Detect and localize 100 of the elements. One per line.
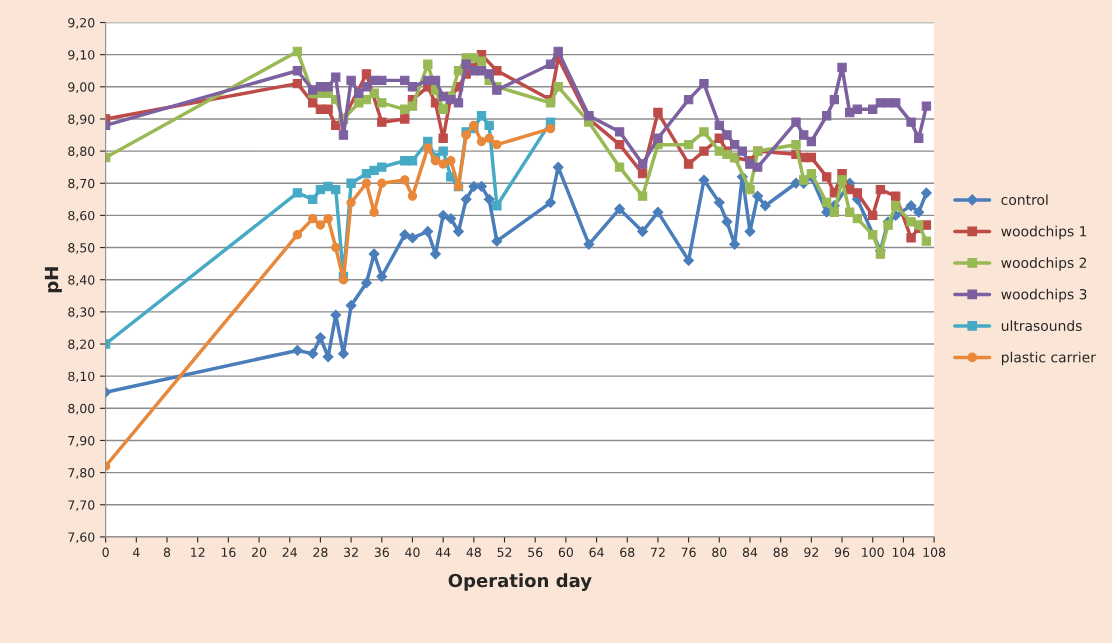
point bbox=[423, 59, 433, 69]
point bbox=[653, 107, 663, 118]
point bbox=[822, 111, 832, 121]
point bbox=[492, 201, 502, 211]
point bbox=[868, 104, 878, 114]
point bbox=[399, 229, 411, 241]
point bbox=[361, 277, 372, 289]
point bbox=[377, 75, 387, 86]
point bbox=[438, 133, 448, 143]
point bbox=[868, 210, 878, 221]
y-tick-label: 9,00 bbox=[68, 82, 95, 94]
point bbox=[307, 348, 319, 360]
point bbox=[637, 168, 648, 179]
point bbox=[891, 98, 901, 108]
y-tick-label: 7,80 bbox=[68, 468, 95, 479]
y-tick-label: 7,70 bbox=[68, 500, 95, 511]
x-tick-label: 72 bbox=[651, 547, 665, 557]
point bbox=[699, 78, 709, 89]
point bbox=[699, 127, 709, 137]
point bbox=[791, 117, 801, 127]
point bbox=[445, 213, 457, 225]
x-tick-label: 60 bbox=[558, 547, 574, 557]
point bbox=[407, 156, 418, 166]
point bbox=[377, 98, 387, 108]
point bbox=[729, 139, 740, 150]
y-tick-label: 8,40 bbox=[68, 275, 95, 286]
point bbox=[308, 213, 318, 224]
y-tick-label: 8,90 bbox=[68, 114, 95, 126]
point bbox=[369, 165, 379, 176]
point bbox=[891, 191, 901, 201]
point bbox=[714, 146, 724, 156]
x-tick-label: 28 bbox=[313, 547, 328, 557]
point bbox=[346, 75, 356, 86]
x-tick-label: 52 bbox=[497, 547, 512, 557]
point bbox=[323, 104, 333, 114]
x-tick-label: 92 bbox=[804, 547, 819, 557]
x-tick-label: 56 bbox=[528, 547, 543, 557]
x-tick-label: 8 bbox=[163, 547, 171, 557]
point bbox=[361, 69, 372, 79]
y-tick-label: 7,60 bbox=[68, 532, 95, 544]
point bbox=[292, 46, 303, 57]
point bbox=[583, 238, 595, 250]
point bbox=[921, 220, 932, 230]
point bbox=[752, 162, 763, 172]
point bbox=[323, 181, 333, 192]
point bbox=[438, 159, 448, 169]
point bbox=[292, 78, 303, 89]
point bbox=[722, 130, 732, 140]
point bbox=[545, 59, 556, 69]
point bbox=[553, 46, 563, 57]
point bbox=[829, 207, 840, 217]
x-tick-label: 0 bbox=[102, 547, 109, 557]
point bbox=[476, 181, 487, 192]
point bbox=[652, 206, 664, 218]
point bbox=[314, 332, 326, 344]
point bbox=[883, 98, 893, 108]
point bbox=[430, 75, 441, 86]
point bbox=[913, 206, 925, 218]
point bbox=[653, 133, 663, 143]
y-tick-label: 8,20 bbox=[68, 339, 95, 351]
point bbox=[377, 162, 387, 172]
point bbox=[852, 104, 863, 114]
point bbox=[369, 88, 379, 98]
x-tick-label: 24 bbox=[282, 547, 297, 557]
point bbox=[798, 130, 809, 140]
point bbox=[806, 152, 817, 163]
point bbox=[614, 127, 625, 137]
point bbox=[806, 136, 817, 147]
legend-label: control bbox=[1001, 194, 1048, 205]
point bbox=[553, 82, 563, 92]
point bbox=[545, 197, 556, 208]
point bbox=[637, 226, 649, 237]
x-tick-label: 76 bbox=[681, 547, 696, 557]
point bbox=[453, 98, 464, 108]
point bbox=[345, 299, 357, 311]
point bbox=[791, 139, 801, 150]
x-tick-label: 12 bbox=[191, 547, 205, 557]
y-tick-label: 8,80 bbox=[68, 146, 95, 158]
point bbox=[331, 185, 341, 195]
point bbox=[721, 216, 733, 228]
point bbox=[722, 149, 732, 160]
x-tick-label: 20 bbox=[252, 547, 267, 557]
point bbox=[469, 53, 479, 63]
point bbox=[822, 172, 832, 182]
point bbox=[476, 136, 487, 147]
point bbox=[315, 220, 326, 230]
x-tick-label: 64 bbox=[589, 547, 604, 557]
point bbox=[407, 82, 418, 92]
legend-label: woodchips 3 bbox=[1001, 288, 1087, 303]
point bbox=[545, 123, 556, 134]
point bbox=[483, 193, 495, 205]
point bbox=[883, 220, 893, 230]
point bbox=[460, 193, 472, 205]
legend-label: woodchips 1 bbox=[1001, 225, 1087, 240]
point bbox=[377, 178, 387, 188]
y-axis-title: pH bbox=[44, 267, 62, 293]
point bbox=[492, 139, 502, 150]
x-tick-label: 32 bbox=[344, 547, 358, 557]
point bbox=[323, 213, 333, 224]
x-tick-label: 84 bbox=[742, 547, 758, 557]
